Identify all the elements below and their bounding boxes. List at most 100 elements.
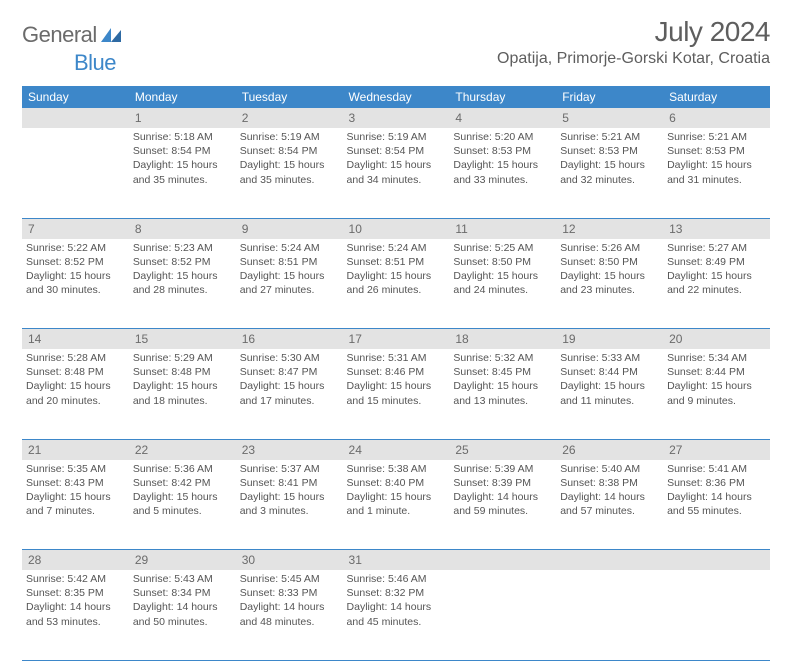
daylight-text: Daylight: 15 hours and 33 minutes. [453, 158, 552, 186]
sunrise-text: Sunrise: 5:31 AM [347, 351, 446, 365]
daylight-text: Daylight: 15 hours and 22 minutes. [667, 269, 766, 297]
day-cell: Sunrise: 5:25 AMSunset: 8:50 PMDaylight:… [449, 239, 556, 329]
sunrise-text: Sunrise: 5:18 AM [133, 130, 232, 144]
daylight-text: Daylight: 15 hours and 20 minutes. [26, 379, 125, 407]
sunrise-text: Sunrise: 5:39 AM [453, 462, 552, 476]
day-cell: Sunrise: 5:45 AMSunset: 8:33 PMDaylight:… [236, 570, 343, 660]
daynum-cell: 15 [129, 329, 236, 350]
sunset-text: Sunset: 8:35 PM [26, 586, 125, 600]
sunset-text: Sunset: 8:38 PM [560, 476, 659, 490]
header-wednesday: Wednesday [343, 86, 450, 108]
day-content [453, 570, 552, 572]
day-cell [22, 128, 129, 218]
day-content: Sunrise: 5:20 AMSunset: 8:53 PMDaylight:… [453, 128, 552, 187]
sunrise-text: Sunrise: 5:42 AM [26, 572, 125, 586]
day-content: Sunrise: 5:23 AMSunset: 8:52 PMDaylight:… [133, 239, 232, 298]
sunrise-text: Sunrise: 5:46 AM [347, 572, 446, 586]
day-cell: Sunrise: 5:18 AMSunset: 8:54 PMDaylight:… [129, 128, 236, 218]
sunrise-text: Sunrise: 5:35 AM [26, 462, 125, 476]
day-content: Sunrise: 5:27 AMSunset: 8:49 PMDaylight:… [667, 239, 766, 298]
header-thursday: Thursday [449, 86, 556, 108]
day-content: Sunrise: 5:38 AMSunset: 8:40 PMDaylight:… [347, 460, 446, 519]
day-content: Sunrise: 5:24 AMSunset: 8:51 PMDaylight:… [240, 239, 339, 298]
daynum-cell: 29 [129, 550, 236, 571]
sunrise-text: Sunrise: 5:19 AM [240, 130, 339, 144]
day-content: Sunrise: 5:30 AMSunset: 8:47 PMDaylight:… [240, 349, 339, 408]
week-3-daynum-row: 21222324252627 [22, 439, 770, 460]
week-1-daynum-row: 78910111213 [22, 218, 770, 239]
week-4-daynum-row: 28293031 [22, 550, 770, 571]
daynum-cell: 22 [129, 439, 236, 460]
sunrise-text: Sunrise: 5:27 AM [667, 241, 766, 255]
day-cell: Sunrise: 5:39 AMSunset: 8:39 PMDaylight:… [449, 460, 556, 550]
logo-word-1: General [22, 22, 97, 48]
day-cell: Sunrise: 5:36 AMSunset: 8:42 PMDaylight:… [129, 460, 236, 550]
week-1-content-row: Sunrise: 5:22 AMSunset: 8:52 PMDaylight:… [22, 239, 770, 329]
daylight-text: Daylight: 15 hours and 26 minutes. [347, 269, 446, 297]
daynum-cell: 23 [236, 439, 343, 460]
sunrise-text: Sunrise: 5:19 AM [347, 130, 446, 144]
day-content: Sunrise: 5:29 AMSunset: 8:48 PMDaylight:… [133, 349, 232, 408]
sunrise-text: Sunrise: 5:29 AM [133, 351, 232, 365]
daynum-cell [449, 550, 556, 571]
daynum-cell: 1 [129, 108, 236, 128]
day-content: Sunrise: 5:19 AMSunset: 8:54 PMDaylight:… [347, 128, 446, 187]
day-cell: Sunrise: 5:31 AMSunset: 8:46 PMDaylight:… [343, 349, 450, 439]
day-cell: Sunrise: 5:23 AMSunset: 8:52 PMDaylight:… [129, 239, 236, 329]
daynum-cell: 14 [22, 329, 129, 350]
sunrise-text: Sunrise: 5:45 AM [240, 572, 339, 586]
day-cell: Sunrise: 5:19 AMSunset: 8:54 PMDaylight:… [236, 128, 343, 218]
sunset-text: Sunset: 8:44 PM [667, 365, 766, 379]
day-content: Sunrise: 5:21 AMSunset: 8:53 PMDaylight:… [667, 128, 766, 187]
day-content: Sunrise: 5:36 AMSunset: 8:42 PMDaylight:… [133, 460, 232, 519]
sunrise-text: Sunrise: 5:25 AM [453, 241, 552, 255]
daynum-cell: 21 [22, 439, 129, 460]
day-content [667, 570, 766, 572]
week-0-daynum-row: 123456 [22, 108, 770, 128]
daylight-text: Daylight: 15 hours and 34 minutes. [347, 158, 446, 186]
sunrise-text: Sunrise: 5:21 AM [667, 130, 766, 144]
day-content: Sunrise: 5:40 AMSunset: 8:38 PMDaylight:… [560, 460, 659, 519]
week-2-content-row: Sunrise: 5:28 AMSunset: 8:48 PMDaylight:… [22, 349, 770, 439]
sunrise-text: Sunrise: 5:36 AM [133, 462, 232, 476]
day-cell: Sunrise: 5:40 AMSunset: 8:38 PMDaylight:… [556, 460, 663, 550]
sunrise-text: Sunrise: 5:34 AM [667, 351, 766, 365]
sunrise-text: Sunrise: 5:43 AM [133, 572, 232, 586]
day-cell: Sunrise: 5:37 AMSunset: 8:41 PMDaylight:… [236, 460, 343, 550]
sunset-text: Sunset: 8:54 PM [133, 144, 232, 158]
daynum-cell: 30 [236, 550, 343, 571]
daylight-text: Daylight: 15 hours and 35 minutes. [240, 158, 339, 186]
day-content: Sunrise: 5:42 AMSunset: 8:35 PMDaylight:… [26, 570, 125, 629]
sunrise-text: Sunrise: 5:24 AM [347, 241, 446, 255]
day-cell: Sunrise: 5:28 AMSunset: 8:48 PMDaylight:… [22, 349, 129, 439]
day-cell: Sunrise: 5:43 AMSunset: 8:34 PMDaylight:… [129, 570, 236, 660]
daynum-cell: 25 [449, 439, 556, 460]
day-content: Sunrise: 5:35 AMSunset: 8:43 PMDaylight:… [26, 460, 125, 519]
sunset-text: Sunset: 8:42 PM [133, 476, 232, 490]
header-saturday: Saturday [663, 86, 770, 108]
daylight-text: Daylight: 15 hours and 30 minutes. [26, 269, 125, 297]
daylight-text: Daylight: 15 hours and 28 minutes. [133, 269, 232, 297]
day-content: Sunrise: 5:28 AMSunset: 8:48 PMDaylight:… [26, 349, 125, 408]
day-cell: Sunrise: 5:21 AMSunset: 8:53 PMDaylight:… [663, 128, 770, 218]
sunset-text: Sunset: 8:44 PM [560, 365, 659, 379]
day-content: Sunrise: 5:46 AMSunset: 8:32 PMDaylight:… [347, 570, 446, 629]
page-title: July 2024 [497, 16, 770, 48]
sunset-text: Sunset: 8:33 PM [240, 586, 339, 600]
sunset-text: Sunset: 8:32 PM [347, 586, 446, 600]
sunset-text: Sunset: 8:54 PM [240, 144, 339, 158]
day-content: Sunrise: 5:37 AMSunset: 8:41 PMDaylight:… [240, 460, 339, 519]
daylight-text: Daylight: 15 hours and 17 minutes. [240, 379, 339, 407]
daynum-cell: 31 [343, 550, 450, 571]
daynum-cell: 9 [236, 218, 343, 239]
day-cell: Sunrise: 5:24 AMSunset: 8:51 PMDaylight:… [236, 239, 343, 329]
sunset-text: Sunset: 8:54 PM [347, 144, 446, 158]
day-cell: Sunrise: 5:34 AMSunset: 8:44 PMDaylight:… [663, 349, 770, 439]
daylight-text: Daylight: 15 hours and 24 minutes. [453, 269, 552, 297]
sunset-text: Sunset: 8:36 PM [667, 476, 766, 490]
daylight-text: Daylight: 15 hours and 9 minutes. [667, 379, 766, 407]
daynum-cell: 2 [236, 108, 343, 128]
week-4-content-row: Sunrise: 5:42 AMSunset: 8:35 PMDaylight:… [22, 570, 770, 660]
day-cell: Sunrise: 5:46 AMSunset: 8:32 PMDaylight:… [343, 570, 450, 660]
sunrise-text: Sunrise: 5:40 AM [560, 462, 659, 476]
